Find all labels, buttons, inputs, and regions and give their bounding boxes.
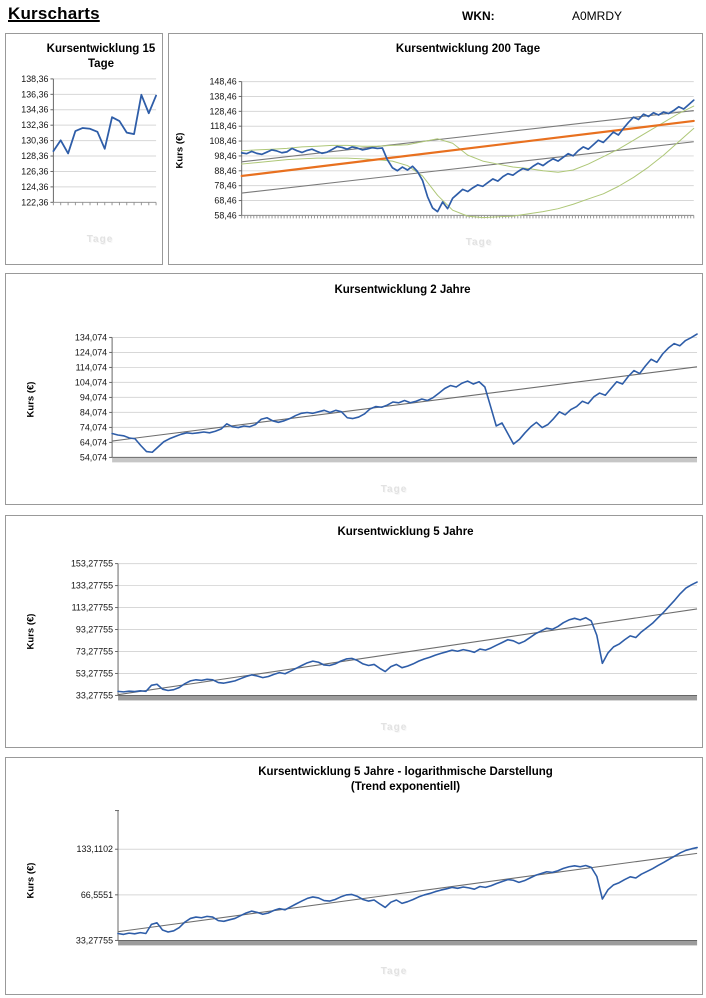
svg-text:132,36: 132,36 [21, 120, 48, 130]
svg-text:138,36: 138,36 [21, 74, 48, 84]
svg-text:134,36: 134,36 [21, 105, 48, 115]
svg-text:148,46: 148,46 [209, 77, 236, 87]
chart-title-5-jahre: Kursentwicklung 5 Jahre [337, 526, 474, 538]
svg-text:133,1102: 133,1102 [77, 844, 114, 854]
svg-text:133,27755: 133,27755 [71, 581, 113, 591]
panel-kursentwicklung-5-jahre-log: Kursentwicklung 5 Jahre - logarithmische… [5, 757, 703, 995]
svg-text:118,46: 118,46 [210, 121, 237, 131]
wkn-label: WKN: [462, 9, 495, 23]
svg-text:73,27755: 73,27755 [76, 646, 113, 656]
panel-kursentwicklung-2-jahre: Kursentwicklung 2 Jahre Kurs (€) 134,074… [5, 273, 703, 505]
panel-kursentwicklung-5-jahre: Kursentwicklung 5 Jahre Kurs (€) 153,277… [5, 515, 703, 748]
svg-text:128,46: 128,46 [209, 106, 236, 116]
svg-text:66,5551: 66,5551 [81, 890, 113, 900]
svg-text:136,36: 136,36 [21, 89, 48, 99]
svg-text:126,36: 126,36 [21, 166, 48, 176]
svg-text:114,074: 114,074 [76, 362, 108, 372]
panel-kursentwicklung-200-tage: Kursentwicklung 200 Tage Kurs (€) 148,46… [168, 33, 703, 265]
x-axis-watermark: Tage [380, 484, 408, 495]
svg-text:33,27755: 33,27755 [76, 935, 113, 945]
svg-text:124,36: 124,36 [21, 182, 48, 192]
chart-2-jahre: 134,074 124,074 114,074 104,074 94,074 84,074… [75, 332, 698, 462]
wkn-value: A0MRDY [572, 9, 623, 23]
panel-kursentwicklung-15-tage: Kursentwicklung 15 Tage 138,36 136,36 134,… [5, 33, 163, 265]
svg-text:122,36: 122,36 [21, 197, 48, 207]
svg-text:68,46: 68,46 [214, 196, 236, 206]
chart-5-jahre-log: 133,1102 66,5551 33,27755 [76, 810, 698, 945]
chart-200-tage: 148,46 138,46 128,46 118,46 108,46 98,46 88,46… [209, 77, 695, 220]
chart-title-line1: Kursentwicklung 5 Jahre - logarithmische… [258, 766, 553, 778]
chart-5-jahre: 153,27755 133,27755 113,27755 93,27755 73,27… [71, 559, 698, 700]
svg-text:94,074: 94,074 [80, 392, 107, 402]
svg-text:64,074: 64,074 [80, 437, 107, 447]
svg-text:33,27755: 33,27755 [76, 690, 113, 700]
chart-title-2-jahre: Kursentwicklung 2 Jahre [334, 284, 471, 296]
svg-text:108,46: 108,46 [209, 136, 236, 146]
svg-text:58,46: 58,46 [214, 210, 236, 220]
x-axis-watermark: Tage [380, 722, 408, 733]
svg-text:124,074: 124,074 [75, 347, 107, 357]
page-title: Kurscharts [8, 4, 100, 23]
svg-text:128,36: 128,36 [21, 151, 48, 161]
svg-text:104,074: 104,074 [75, 377, 107, 387]
x-axis-watermark: Tage [86, 234, 114, 245]
chart-15-tage: 138,36 136,36 134,36 132,36 130,36 128,36 126,… [21, 74, 157, 207]
svg-text:54,074: 54,074 [80, 452, 107, 462]
svg-text:78,46: 78,46 [214, 181, 236, 191]
svg-text:113,27755: 113,27755 [72, 603, 113, 613]
svg-text:88,46: 88,46 [214, 166, 236, 176]
svg-text:53,27755: 53,27755 [76, 668, 113, 678]
svg-text:153,27755: 153,27755 [71, 559, 113, 569]
chart-title-15-tage: Kursentwicklung 15 Tage [46, 43, 156, 70]
svg-text:93,27755: 93,27755 [76, 624, 113, 634]
svg-text:84,074: 84,074 [80, 407, 107, 417]
svg-text:138,46: 138,46 [209, 91, 236, 101]
svg-text:98,46: 98,46 [214, 151, 236, 161]
svg-text:130,36: 130,36 [21, 136, 48, 146]
svg-text:74,074: 74,074 [80, 422, 107, 432]
chart-title-5-jahre-log: Kursentwicklung 5 Jahre - logarithmische… [112, 765, 699, 795]
chart-title-line2: (Trend exponentiell) [350, 781, 461, 793]
x-axis-watermark: Tage [465, 237, 493, 248]
svg-text:134,074: 134,074 [75, 332, 107, 342]
x-axis-watermark: Tage [380, 966, 408, 977]
chart-title-200-tage: Kursentwicklung 200 Tage [395, 43, 541, 55]
